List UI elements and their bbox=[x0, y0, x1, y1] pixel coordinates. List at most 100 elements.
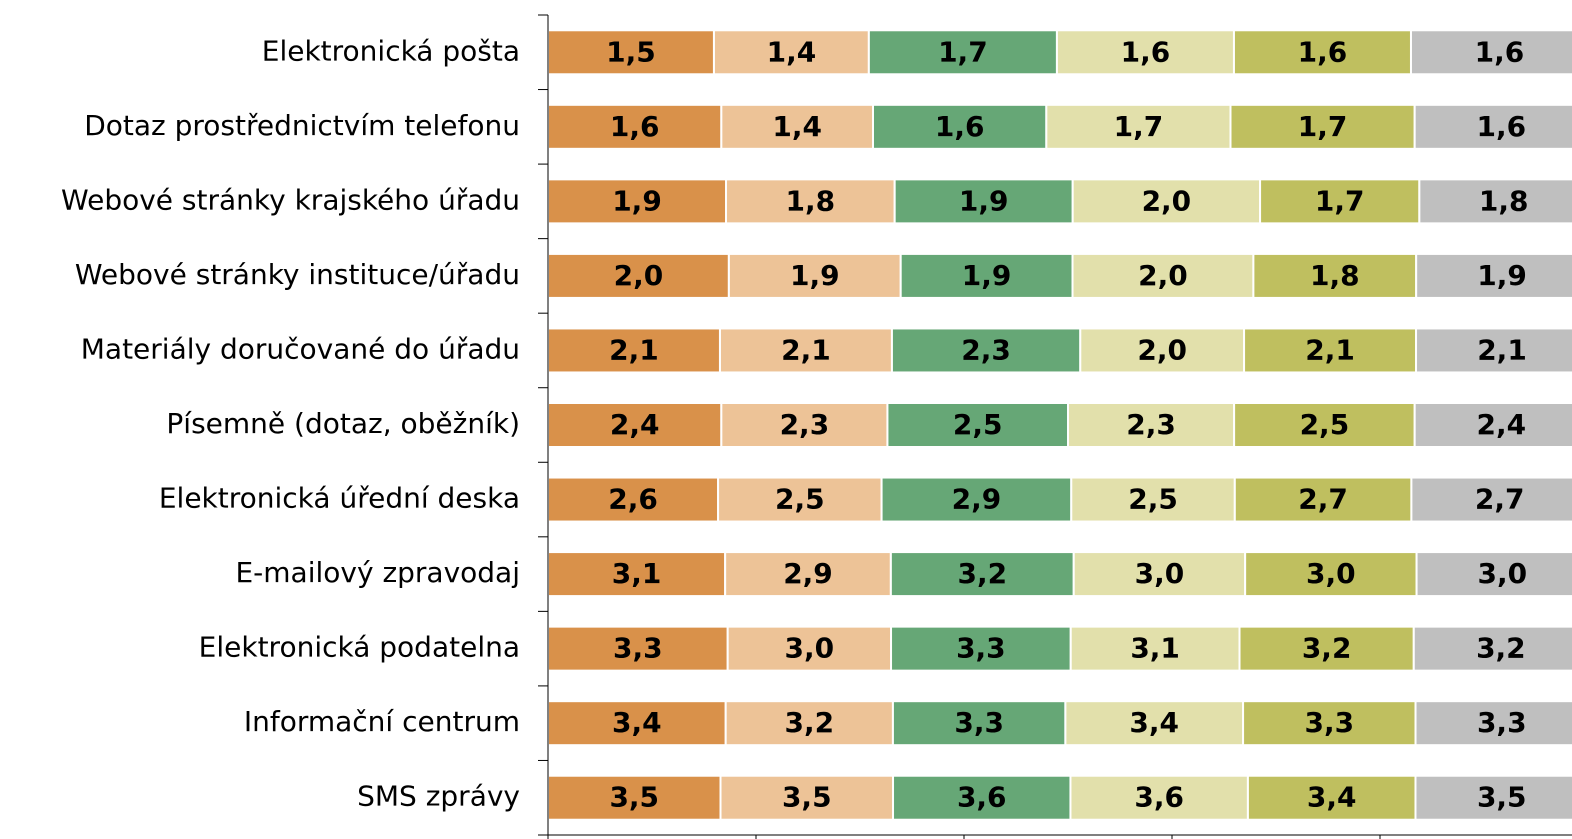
value-label: 1,8 bbox=[1310, 259, 1360, 292]
value-label: 2,9 bbox=[952, 483, 1002, 516]
bar-segment bbox=[718, 327, 893, 374]
value-label: 1,8 bbox=[1479, 184, 1529, 217]
bar-segment bbox=[1418, 178, 1572, 225]
bar-segment bbox=[1410, 476, 1572, 523]
value-label: 3,3 bbox=[956, 632, 1006, 665]
value-label: 2,3 bbox=[1126, 408, 1176, 441]
value-label: 3,5 bbox=[782, 781, 832, 814]
bar-segment bbox=[1069, 625, 1241, 672]
bar-segment bbox=[889, 551, 1075, 598]
y-tick-label: Elektronická úřední deska bbox=[159, 482, 520, 515]
value-label: 2,7 bbox=[1475, 483, 1525, 516]
value-label: 2,3 bbox=[961, 333, 1011, 366]
value-label: 2,0 bbox=[1142, 184, 1192, 217]
value-label: 1,7 bbox=[938, 35, 988, 68]
value-label: 2,5 bbox=[1300, 408, 1350, 441]
value-label: 1,7 bbox=[1315, 184, 1365, 217]
value-label: 3,2 bbox=[1476, 632, 1526, 665]
bar-segment bbox=[1070, 476, 1236, 523]
value-label: 3,2 bbox=[785, 706, 835, 739]
value-label: 3,3 bbox=[613, 632, 663, 665]
value-label: 3,1 bbox=[1130, 632, 1180, 665]
value-label: 1,9 bbox=[612, 184, 662, 217]
value-label: 1,9 bbox=[1477, 259, 1527, 292]
value-label: 1,5 bbox=[606, 35, 656, 68]
value-label: 2,9 bbox=[783, 557, 833, 590]
bar-segment bbox=[725, 178, 896, 225]
bar-segment bbox=[724, 700, 894, 747]
bar-segment bbox=[1232, 29, 1412, 76]
value-label: 2,1 bbox=[609, 333, 659, 366]
value-label: 2,1 bbox=[1305, 333, 1355, 366]
y-tick-label: Dotaz prostřednictvím telefonu bbox=[84, 109, 520, 142]
value-label: 1,9 bbox=[790, 259, 840, 292]
bar-segment bbox=[717, 476, 883, 523]
y-tick-label: Písemně (dotaz, oběžník) bbox=[166, 407, 520, 440]
value-label: 2,7 bbox=[1298, 483, 1348, 516]
value-label: 1,6 bbox=[1121, 35, 1171, 68]
bar-segment bbox=[892, 774, 1072, 821]
value-label: 1,9 bbox=[962, 259, 1012, 292]
value-label: 3,5 bbox=[1477, 781, 1527, 814]
value-label: 1,4 bbox=[767, 35, 817, 68]
bar-segment bbox=[712, 29, 870, 76]
bar-segment bbox=[1413, 103, 1572, 150]
bar-segment bbox=[1259, 178, 1421, 225]
value-label: 1,7 bbox=[1298, 110, 1348, 143]
value-label: 2,1 bbox=[1477, 333, 1527, 366]
y-tick-label: Elektronická podatelna bbox=[199, 631, 520, 664]
value-label: 2,0 bbox=[1138, 259, 1188, 292]
value-label: 2,0 bbox=[1137, 333, 1187, 366]
value-label: 3,0 bbox=[1135, 557, 1185, 590]
bar-segment bbox=[890, 327, 1082, 374]
y-tick-label: Webové stránky instituce/úřadu bbox=[75, 258, 520, 291]
value-label: 2,5 bbox=[775, 483, 825, 516]
bar-segment bbox=[720, 402, 889, 448]
bar-segment bbox=[880, 476, 1073, 523]
value-label: 3,3 bbox=[1305, 706, 1355, 739]
value-label: 2,6 bbox=[608, 483, 658, 516]
bar-segment bbox=[890, 625, 1072, 672]
value-label: 3,4 bbox=[612, 706, 662, 739]
value-label: 1,6 bbox=[1475, 35, 1525, 68]
value-label: 3,6 bbox=[1134, 781, 1184, 814]
value-label: 3,4 bbox=[1307, 781, 1357, 814]
value-label: 1,7 bbox=[1114, 110, 1164, 143]
bar-segment bbox=[1072, 551, 1247, 598]
bar-segment bbox=[1413, 402, 1572, 448]
value-label: 2,5 bbox=[953, 408, 1003, 441]
bar-segment bbox=[1412, 625, 1572, 672]
value-label: 1,8 bbox=[786, 184, 836, 217]
value-label: 2,5 bbox=[1128, 483, 1178, 516]
value-label: 3,5 bbox=[609, 781, 659, 814]
bar-segment bbox=[727, 252, 902, 299]
bar-segment bbox=[1242, 700, 1417, 747]
bar-segment bbox=[1409, 29, 1572, 76]
bar-segment bbox=[1071, 178, 1262, 225]
y-tick-label: Informační centrum bbox=[244, 705, 520, 738]
value-label: 1,6 bbox=[935, 110, 985, 143]
y-tick-label: Elektronická pošta bbox=[262, 34, 520, 67]
value-label: 1,9 bbox=[959, 184, 1009, 217]
y-tick-label: SMS zprávy bbox=[357, 780, 520, 813]
bar-segment bbox=[547, 178, 728, 225]
y-tick-label: Webové stránky krajského úřadu bbox=[61, 183, 520, 216]
value-label: 2,4 bbox=[610, 408, 660, 441]
bar-segment bbox=[891, 700, 1067, 747]
bar-segment bbox=[1252, 252, 1418, 299]
y-tick-label: E-mailový zpravodaj bbox=[235, 556, 520, 589]
bar-segment bbox=[547, 327, 721, 374]
value-label: 3,0 bbox=[1477, 557, 1527, 590]
bar-segment bbox=[1415, 551, 1572, 598]
bar-segment bbox=[1069, 774, 1249, 821]
value-label: 1,6 bbox=[1477, 110, 1527, 143]
bar-segment bbox=[899, 252, 1074, 299]
value-label: 3,0 bbox=[1306, 557, 1356, 590]
bar-segment bbox=[1414, 700, 1572, 747]
value-label: 2,0 bbox=[614, 259, 664, 292]
bar-segment bbox=[1233, 476, 1413, 523]
bar-segment bbox=[1233, 402, 1416, 448]
bar-segment bbox=[1064, 700, 1245, 747]
y-tick-label: Materiály doručované do úřadu bbox=[81, 332, 520, 365]
